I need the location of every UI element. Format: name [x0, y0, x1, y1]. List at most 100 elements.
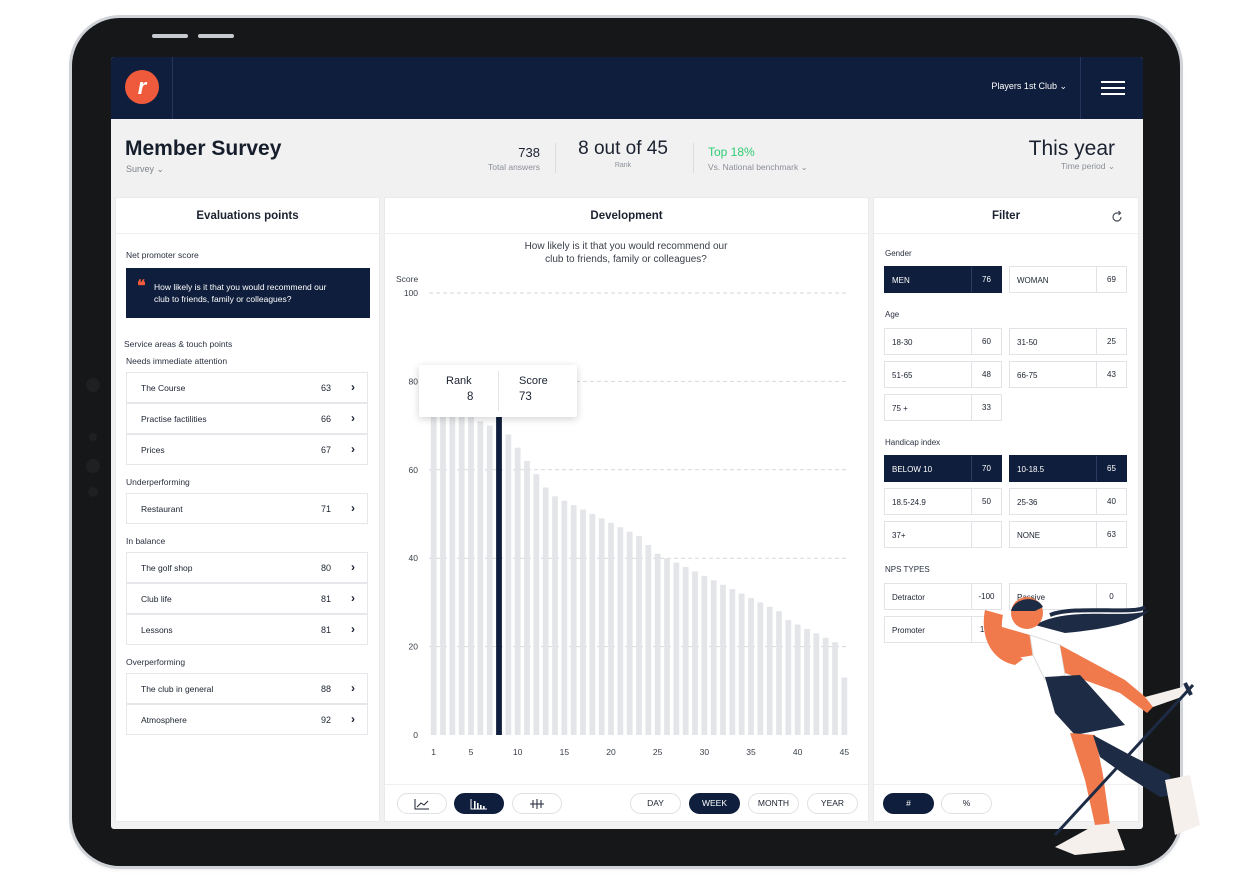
chevron-right-icon[interactable]: ›	[351, 560, 355, 574]
chart-bar	[626, 531, 633, 735]
chevron-right-icon[interactable]: ›	[351, 411, 355, 425]
filter-option[interactable]: 10-18.5 65	[1009, 455, 1127, 482]
chevron-right-icon[interactable]: ›	[351, 501, 355, 515]
y-tick-label: 100	[404, 288, 418, 298]
y-tick-label: 80	[409, 376, 419, 386]
period-button[interactable]: DAY	[630, 793, 681, 814]
brand-logo[interactable]: r	[125, 70, 159, 104]
bar-chart-button[interactable]	[454, 793, 504, 814]
chart-bar	[785, 620, 792, 735]
filter-option-label: 75 +	[892, 404, 908, 413]
chevron-right-icon[interactable]: ›	[351, 681, 355, 695]
unit-toggle-button[interactable]: %	[941, 793, 992, 814]
touch-point-score: 81	[320, 594, 331, 604]
chart-bar	[822, 637, 829, 735]
filter-option[interactable]: MEN 76	[884, 266, 1002, 293]
filter-option-label: 10-18.5	[1017, 465, 1045, 474]
filter-option-count	[971, 522, 1001, 547]
touch-point-row[interactable]: Prices 67 ›	[126, 434, 368, 465]
chart-bar	[505, 434, 512, 735]
club-selector[interactable]: Players 1st Club ⌄	[991, 81, 1067, 91]
period-selector[interactable]: Time period ⌄	[1060, 161, 1115, 171]
filter-option-label: NONE	[1017, 531, 1041, 540]
filter-option[interactable]: 18-30 60	[884, 328, 1002, 355]
touch-point-label: The club in general	[141, 684, 214, 694]
y-tick-label: 20	[409, 642, 419, 652]
filter-option-label: 66-75	[1017, 371, 1038, 380]
volume-button	[152, 34, 188, 38]
filter-option[interactable]: 51-65 48	[884, 361, 1002, 388]
touch-point-row[interactable]: Atmosphere 92 ›	[126, 704, 368, 735]
filter-option[interactable]: 31-50 25	[1009, 328, 1127, 355]
filter-option-label: 18-30	[892, 338, 913, 347]
total-answers-label: Total answers	[488, 162, 540, 172]
sensor-dot	[89, 433, 97, 441]
evaluations-title: Evaluations points	[116, 198, 379, 234]
evaluations-panel: Evaluations points Net promoter score ❝ …	[115, 197, 380, 822]
filter-option[interactable]: 75 + 33	[884, 394, 1002, 421]
filter-option[interactable]: WOMAN 69	[1009, 266, 1127, 293]
chevron-right-icon[interactable]: ›	[351, 442, 355, 456]
nps-question-card[interactable]: ❝ How likely is it that you would recomm…	[126, 268, 370, 318]
tooltip-score-value: 73	[519, 391, 532, 403]
chart-bar	[533, 474, 540, 735]
stat-divider	[555, 143, 556, 173]
filter-option[interactable]: 66-75 43	[1009, 361, 1127, 388]
touch-point-score: 67	[320, 445, 331, 455]
chart-bar	[598, 518, 605, 735]
tooltip-score-label: Score	[519, 375, 548, 387]
age-label: Age	[885, 310, 900, 319]
line-chart-button[interactable]	[397, 793, 447, 814]
chart-bar	[654, 553, 661, 735]
filter-option[interactable]: 18.5-24.9 50	[884, 488, 1002, 515]
period-button[interactable]: WEEK	[689, 793, 740, 814]
chart-bar	[729, 589, 736, 735]
group-label: In balance	[126, 536, 166, 546]
touch-point-row[interactable]: Restaurant 71 ›	[126, 493, 368, 524]
hamburger-menu-icon[interactable]	[1101, 81, 1125, 95]
touch-point-label: Club life	[141, 594, 172, 604]
survey-selector[interactable]: Survey ⌄	[126, 164, 165, 174]
chart-bar	[701, 575, 708, 735]
chevron-right-icon[interactable]: ›	[351, 591, 355, 605]
chevron-right-icon[interactable]: ›	[351, 712, 355, 726]
chart-bar	[458, 412, 465, 735]
refresh-icon[interactable]	[1110, 210, 1124, 224]
x-tick-label: 45	[840, 747, 850, 757]
filter-option[interactable]: Detractor -100	[884, 583, 1002, 610]
nps-label: Net promoter score	[126, 250, 199, 260]
filter-option[interactable]: 37+	[884, 521, 1002, 548]
touch-point-score: 63	[320, 383, 331, 393]
chevron-right-icon[interactable]: ›	[351, 622, 355, 636]
touch-point-row[interactable]: Club life 81 ›	[126, 583, 368, 614]
filter-option-count: 70	[971, 456, 1001, 481]
chart-bar	[757, 602, 764, 735]
touch-point-row[interactable]: The club in general 88 ›	[126, 673, 368, 704]
touch-point-row[interactable]: Lessons 81 ›	[126, 614, 368, 645]
touch-point-row[interactable]: The Course 63 ›	[126, 372, 368, 403]
benchmark-selector[interactable]: Vs. National benchmark ⌄	[708, 162, 808, 172]
chart-bar	[608, 522, 614, 735]
touch-point-row[interactable]: Practise factilities 66 ›	[126, 403, 368, 434]
touch-point-row[interactable]: The golf shop 80 ›	[126, 552, 368, 583]
period-button[interactable]: YEAR	[807, 793, 858, 814]
x-tick-label: 15	[560, 747, 570, 757]
filter-option-count: 25	[1096, 329, 1126, 354]
filter-title: Filter	[874, 198, 1138, 234]
service-areas-label: Service areas & touch points	[124, 339, 233, 349]
filter-option[interactable]: NONE 63	[1009, 521, 1127, 548]
app-screen: r Players 1st Club ⌄ Member Survey Surve…	[111, 57, 1143, 829]
filter-option[interactable]: BELOW 10 70	[884, 455, 1002, 482]
group-label: Underperforming	[126, 477, 190, 487]
filter-option-label: Detractor	[892, 593, 925, 602]
period-button[interactable]: MONTH	[748, 793, 799, 814]
filter-option-label: 37+	[892, 531, 906, 540]
unit-toggle-button[interactable]: #	[883, 793, 934, 814]
scatter-chart-button[interactable]	[512, 793, 562, 814]
nav-divider	[1080, 57, 1081, 119]
line-chart-icon	[414, 799, 429, 810]
benchmark-stat: Top 18% Vs. National benchmark ⌄	[708, 145, 808, 173]
chevron-right-icon[interactable]: ›	[351, 380, 355, 394]
filter-option[interactable]: 25-36 40	[1009, 488, 1127, 515]
logo-container[interactable]: r	[111, 57, 173, 119]
